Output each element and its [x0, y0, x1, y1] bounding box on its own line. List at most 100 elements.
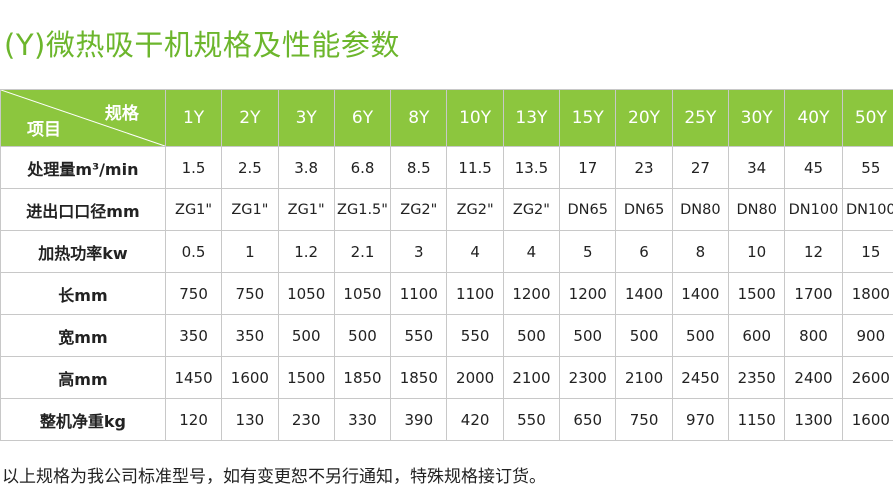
table-cell: 12	[784, 230, 843, 273]
table-cell: 500	[671, 314, 730, 357]
model-header-cell: 13Y	[502, 89, 561, 147]
corner-label-item: 项目	[27, 120, 61, 140]
table-cell: DN80	[671, 188, 730, 231]
table-cell: ZG1"	[277, 188, 335, 231]
table-cell: ZG2"	[446, 188, 504, 231]
table-cell: 350	[221, 314, 279, 357]
table-cell: 1050	[277, 272, 335, 315]
table-cell: 750	[221, 272, 279, 315]
table-cell: 5	[559, 230, 617, 273]
table-cell: 2000	[446, 356, 504, 399]
table-cell: 750	[615, 398, 673, 441]
table-cell: 550	[502, 398, 561, 441]
table-cell: 1200	[502, 272, 561, 315]
table-cell: DN80	[728, 188, 786, 231]
table-cell: 130	[221, 398, 279, 441]
table-cell: 1700	[784, 272, 843, 315]
table-cell: 970	[671, 398, 730, 441]
model-header-cell: 50Y	[841, 89, 893, 147]
table-row: 整机净重kg 120 130 230 330 390 420 550 650 750 970 1150…	[0, 398, 893, 441]
table-cell: 2350	[728, 356, 786, 399]
table-cell: 17	[559, 146, 617, 189]
model-header-cell: 1Y	[164, 89, 223, 147]
table-cell: 4	[502, 230, 561, 273]
table-cell: 1500	[277, 356, 335, 399]
table-cell: 1450	[164, 356, 223, 399]
table-cell: 600	[728, 314, 786, 357]
table-cell: 34	[728, 146, 786, 189]
footnote: 以上规格为我公司标准型号，如有变更恕不另行通知，特殊规格接订货。	[2, 467, 546, 487]
model-header-cell: 25Y	[671, 89, 730, 147]
table-cell: 1150	[728, 398, 786, 441]
table-cell: 1	[221, 230, 279, 273]
table-cell: DN100	[784, 188, 843, 231]
table-cell: 1100	[446, 272, 504, 315]
table-cell: 1.5	[164, 146, 223, 189]
table-cell: 330	[333, 398, 392, 441]
table-cell: 1200	[559, 272, 617, 315]
table-cell: 1850	[333, 356, 392, 399]
table-cell: ZG1"	[164, 188, 223, 231]
model-header-cell: 3Y	[277, 89, 335, 147]
table-cell: 550	[446, 314, 504, 357]
table-cell: 2.5	[221, 146, 279, 189]
table-cell: 500	[559, 314, 617, 357]
table-cell: 0.5	[164, 230, 223, 273]
table-cell: 2450	[671, 356, 730, 399]
row-label: 进出口口径mm	[0, 188, 166, 231]
table-cell: 900	[841, 314, 893, 357]
table-cell: 13.5	[502, 146, 561, 189]
table-cell: 10	[728, 230, 786, 273]
model-header-cell: 15Y	[559, 89, 617, 147]
table-cell: 1850	[390, 356, 448, 399]
table-cell: DN100	[841, 188, 893, 231]
table-cell: 1400	[671, 272, 730, 315]
table-cell: 2.1	[333, 230, 392, 273]
table-cell: 1300	[784, 398, 843, 441]
table-cell: 23	[615, 146, 673, 189]
spec-table: 规格 项目 1Y 2Y 3Y 6Y 8Y 10Y 13Y 15Y 20Y 25Y 30Y 40Y 50Y…	[0, 89, 893, 441]
table-cell: ZG1"	[221, 188, 279, 231]
table-row: 加热功率kw 0.5 1 1.2 2.1 3 4 4 5 6 8 10 12 15	[0, 230, 893, 273]
table-row: 进出口口径mm ZG1" ZG1" ZG1" ZG1.5" ZG2" ZG2" ZG2" DN6…	[0, 188, 893, 231]
row-label: 处理量m³/min	[0, 146, 166, 189]
table-cell: 2400	[784, 356, 843, 399]
model-header-cell: 8Y	[390, 89, 448, 147]
table-cell: 800	[784, 314, 843, 357]
corner-header-cell: 规格 项目	[0, 89, 166, 147]
table-cell: 120	[164, 398, 223, 441]
table-cell: 550	[390, 314, 448, 357]
table-cell: 1600	[221, 356, 279, 399]
table-cell: 2300	[559, 356, 617, 399]
model-header-cell: 6Y	[333, 89, 392, 147]
table-cell: ZG2"	[502, 188, 561, 231]
table-row: 宽mm 350 350 500 500 550 550 500 500 500 500 600 800 9…	[0, 314, 893, 357]
table-row: 长mm 750 750 1050 1050 1100 1100 1200 1200 1400 140…	[0, 272, 893, 315]
table-cell: 8.5	[390, 146, 448, 189]
table-cell: 1800	[841, 272, 893, 315]
model-header-cell: 10Y	[446, 89, 504, 147]
table-cell: 2100	[502, 356, 561, 399]
table-cell: 500	[502, 314, 561, 357]
table-cell: 55	[841, 146, 893, 189]
row-label: 长mm	[0, 272, 166, 315]
table-cell: 6.8	[333, 146, 392, 189]
table-cell: 1100	[390, 272, 448, 315]
row-label: 整机净重kg	[0, 398, 166, 441]
table-cell: 230	[277, 398, 335, 441]
corner-label-spec: 规格	[104, 104, 139, 124]
diagonal-divider	[1, 90, 165, 146]
table-cell: 750	[164, 272, 223, 315]
model-header-cell: 40Y	[784, 89, 843, 147]
table-cell: 8	[671, 230, 730, 273]
table-cell: 4	[446, 230, 504, 273]
table-cell: 6	[615, 230, 673, 273]
table-row: 高mm 1450 1600 1500 1850 1850 2000 2100 2300 2100 2…	[0, 356, 893, 399]
table-cell: 500	[333, 314, 392, 357]
table-cell: 15	[841, 230, 893, 273]
table-cell: 3	[390, 230, 448, 273]
table-cell: 1500	[728, 272, 786, 315]
table-cell: 11.5	[446, 146, 504, 189]
table-cell: 1.2	[277, 230, 335, 273]
table-cell: 1400	[615, 272, 673, 315]
